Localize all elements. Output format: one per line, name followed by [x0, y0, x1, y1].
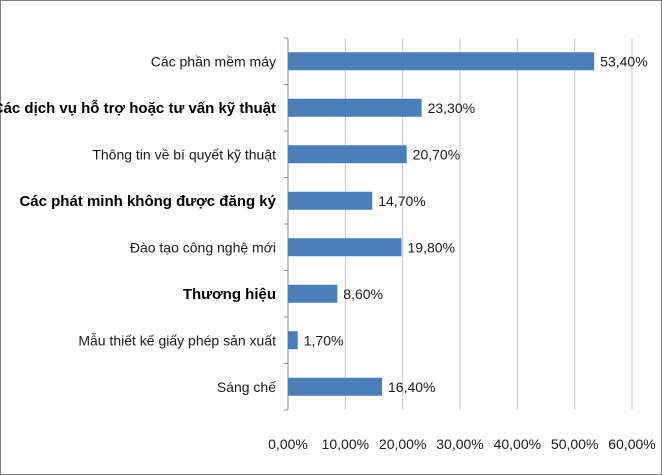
data-label: 53,40%: [600, 53, 647, 69]
x-tick-label: 50,00%: [551, 436, 598, 452]
bar: [288, 238, 402, 257]
category-label: Các dịch vụ hỗ trợ hoặc tư vấn kỹ thuật: [0, 100, 276, 117]
category-label: Các phát minh không được đăng ký: [19, 193, 276, 210]
bar: [288, 145, 407, 164]
bar: [288, 284, 338, 303]
category-label: Thương hiệu: [183, 286, 276, 303]
data-label: 20,70%: [413, 146, 460, 162]
x-tick-label: 30,00%: [436, 436, 483, 452]
bar: [288, 331, 298, 350]
x-tick-label: 0,00%: [268, 436, 308, 452]
x-tick-label: 60,00%: [608, 436, 655, 452]
category-label: Thông tin về bí quyết kỹ thuật: [92, 146, 276, 162]
data-label: 1,70%: [304, 332, 344, 348]
bar: [288, 377, 383, 396]
category-label: Mẫu thiết kế giấy phép sản xuất: [78, 332, 276, 348]
data-label: 14,70%: [378, 193, 425, 209]
bar: [288, 191, 373, 210]
data-label: 8,60%: [343, 286, 383, 302]
bar: [288, 52, 595, 71]
data-label: 16,40%: [388, 379, 435, 395]
category-label: Các phần mềm máy: [151, 53, 276, 69]
category-label: Sáng chế: [217, 379, 276, 395]
x-tick-label: 20,00%: [379, 436, 426, 452]
category-label: Đào tạo công nghệ mới: [130, 239, 276, 255]
data-label: 19,80%: [408, 239, 455, 255]
bar: [288, 98, 422, 117]
x-tick-label: 10,00%: [322, 436, 369, 452]
data-label: 23,30%: [428, 100, 475, 116]
x-tick-label: 40,00%: [494, 436, 541, 452]
